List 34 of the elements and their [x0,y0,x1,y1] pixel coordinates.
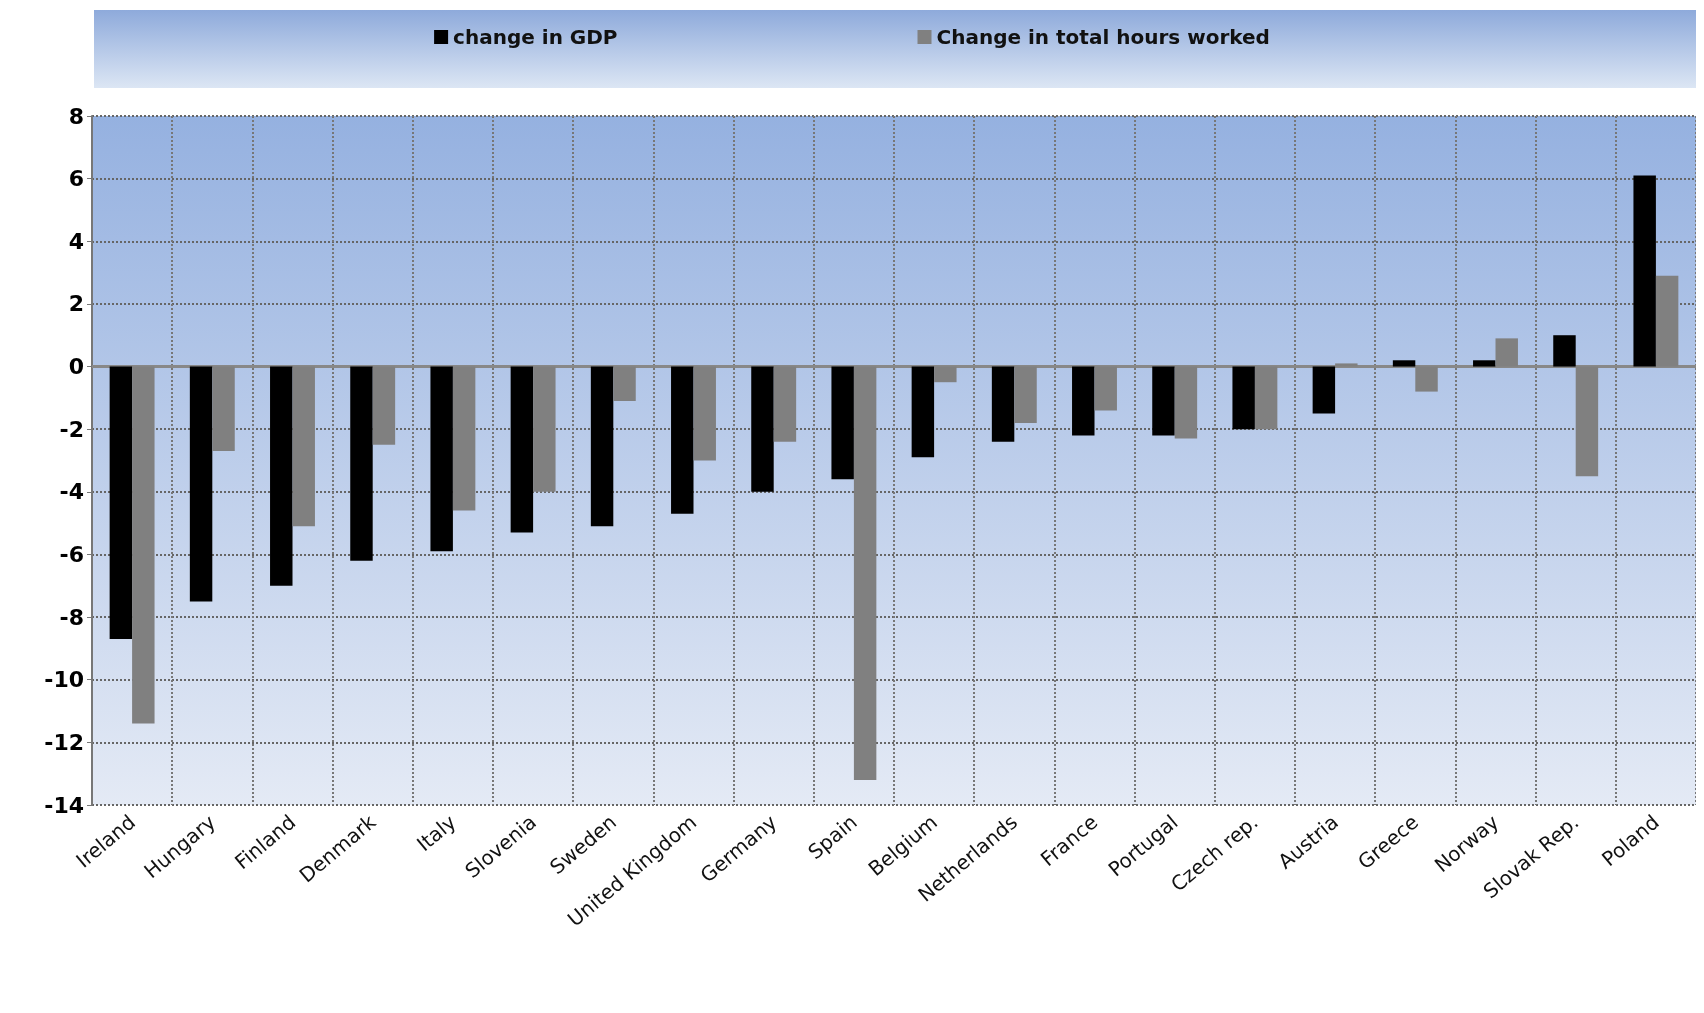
bar [911,366,935,458]
bar [1633,175,1656,367]
bar [510,366,534,533]
bar [1152,366,1175,436]
bar [1072,366,1095,436]
bar [270,366,293,586]
y-tick-label: 4 [68,228,84,254]
bar [671,366,694,514]
bar [1553,335,1576,367]
bar [751,366,774,492]
bar [590,366,614,527]
bar [109,366,133,640]
legend-label: change in GDP [453,25,618,49]
y-tick-label: 8 [68,103,84,129]
bar [350,366,373,561]
y-tick-label: -8 [59,604,84,630]
y-tick-label: 6 [68,166,84,192]
y-tick-label: -4 [59,479,84,505]
bar [189,366,213,602]
y-tick-label: -12 [44,729,84,755]
bar [1392,360,1416,367]
y-tick-label: -10 [44,667,84,693]
y-tick-label: 0 [68,354,84,380]
y-tick-label: -14 [44,792,84,818]
y-tick-label: 2 [68,291,84,317]
bar [1473,360,1496,367]
legend-label: Change in total hours worked [936,25,1270,49]
bar [831,366,854,480]
y-tick-label: -2 [59,416,84,442]
bar [430,366,453,552]
y-tick-label: -6 [59,541,84,567]
bar [1232,366,1255,430]
bar [1312,366,1336,414]
bar [991,366,1015,442]
